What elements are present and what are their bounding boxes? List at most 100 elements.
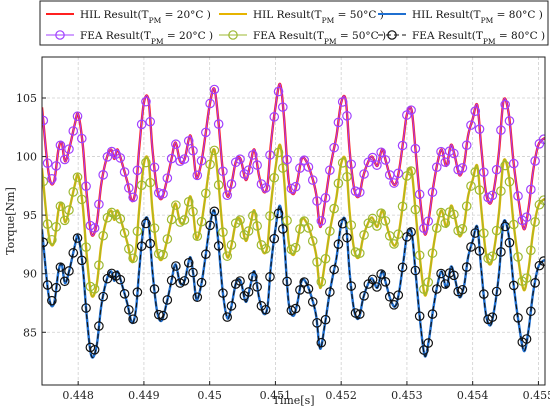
series-1-marker-75	[359, 169, 369, 179]
series-3-marker-52	[260, 244, 271, 254]
series-3-marker-2	[47, 234, 57, 245]
series-5-marker-48	[243, 287, 254, 297]
series-3-marker-5	[59, 215, 70, 226]
series-5-marker-117	[538, 256, 545, 266]
series-3-marker-61	[299, 216, 309, 226]
series-3-marker-34	[183, 197, 194, 207]
series-5-marker-92	[431, 284, 442, 294]
series-1-marker-82	[389, 178, 399, 188]
series-1-marker-7	[68, 126, 79, 136]
series-1-marker-10	[81, 181, 91, 192]
series-3-marker-40	[209, 145, 220, 156]
series-5-marker-40	[209, 206, 220, 217]
series-3-marker-63	[307, 236, 318, 246]
series-5-marker-52	[260, 304, 271, 315]
series-3-marker-74	[354, 248, 365, 259]
series-1-marker-100	[466, 120, 476, 130]
series-1-marker-36	[192, 170, 203, 181]
series-5-marker-19	[119, 289, 130, 299]
series-5-marker-115	[530, 278, 540, 288]
series-1-marker-78	[372, 160, 382, 170]
series-3-marker-83	[393, 229, 404, 240]
series-3-marker-33	[179, 215, 190, 225]
series-3-marker-24	[141, 157, 151, 168]
series-3-marker-39	[205, 159, 215, 170]
series-1-marker-57	[282, 154, 292, 165]
legend-swatch-marker-1	[55, 30, 65, 40]
series-5-marker-103	[479, 289, 489, 299]
series-1-marker-23	[136, 119, 147, 130]
series-3-marker-117	[538, 195, 545, 205]
series-1-marker-97	[453, 164, 463, 175]
series-5-marker-7	[68, 248, 79, 258]
series-1-marker-31	[171, 139, 181, 150]
series-3-marker-54	[269, 172, 280, 183]
series-1-marker-33	[179, 154, 190, 164]
series-3-marker-36	[192, 231, 203, 242]
series-5-marker-82	[389, 300, 399, 310]
series-lines	[42, 82, 545, 359]
series-1-marker-21	[128, 192, 138, 203]
x-axis-label: Time[s]	[272, 394, 314, 407]
series-1-marker-38	[201, 127, 211, 138]
series-1-marker-94	[440, 157, 451, 167]
series-1-marker-59	[290, 181, 301, 192]
series-5-marker-41	[213, 241, 224, 251]
series-1-marker-28	[158, 188, 168, 199]
series-5-marker-71	[342, 232, 352, 243]
series-1-marker-69	[333, 117, 344, 128]
series-5-marker-105	[487, 312, 498, 322]
series-3-marker-67	[325, 226, 335, 236]
series-5-marker-66	[320, 314, 331, 325]
series-5-marker-75	[359, 291, 369, 301]
axis-ticks: 0.448 0.449 0.45 0.451 0.452 0.453 0.454 0.455 8…	[16, 92, 550, 402]
series-1-marker-2	[47, 174, 57, 184]
series-1-marker-66	[320, 193, 331, 203]
series-3-marker-48	[243, 226, 254, 236]
series-1-marker-14	[98, 170, 108, 180]
series-1-marker-109	[504, 116, 515, 126]
series-3-marker-7	[68, 187, 79, 197]
series-5-marker-4	[55, 262, 66, 272]
series-5-marker-54	[269, 233, 280, 244]
series-3-marker-110	[508, 219, 519, 230]
series-3-marker-96	[449, 209, 459, 220]
series-5-marker-1	[42, 280, 53, 290]
series-1-marker-48	[243, 165, 254, 175]
series-1-marker-8	[72, 111, 83, 122]
series-3-marker-30	[166, 214, 177, 225]
series-5-marker-56	[278, 224, 288, 234]
series-line-5	[42, 205, 545, 359]
series-1-marker-26	[149, 162, 160, 173]
x-tick-label-2: 0.45	[197, 389, 222, 402]
series-3-marker-57	[282, 215, 292, 226]
series-5-marker-39	[205, 220, 215, 231]
series-1-marker-29	[162, 173, 173, 183]
series-1-marker-46	[235, 154, 245, 164]
series-3-marker-69	[333, 178, 344, 189]
series-1-marker-71	[342, 111, 352, 121]
series-5-marker-62	[303, 284, 314, 294]
series-1-marker-9	[77, 133, 87, 144]
series-5-marker-46	[235, 276, 245, 286]
series-3-marker-71	[342, 171, 352, 182]
series-3-marker-111	[513, 252, 523, 262]
series-1-marker-40	[209, 84, 220, 95]
series-5-marker-68	[329, 264, 339, 275]
series-3-marker-91	[427, 248, 438, 258]
series-1-marker-24	[141, 96, 151, 107]
series-3-marker-65	[316, 277, 327, 287]
series-3-marker-29	[162, 234, 173, 244]
series-5-marker-53	[265, 272, 275, 282]
series-3-marker-68	[329, 203, 339, 214]
series-5-marker-102	[474, 246, 485, 256]
series-3-marker-98	[457, 224, 468, 234]
series-3-marker-23	[136, 180, 147, 191]
series-1-marker-62	[303, 162, 314, 172]
series-1-marker-92	[431, 162, 442, 172]
series-1-marker-117	[538, 134, 545, 145]
series-5-marker-2	[47, 295, 57, 306]
plot-frame	[41, 56, 546, 386]
series-5-marker-113	[521, 334, 532, 344]
